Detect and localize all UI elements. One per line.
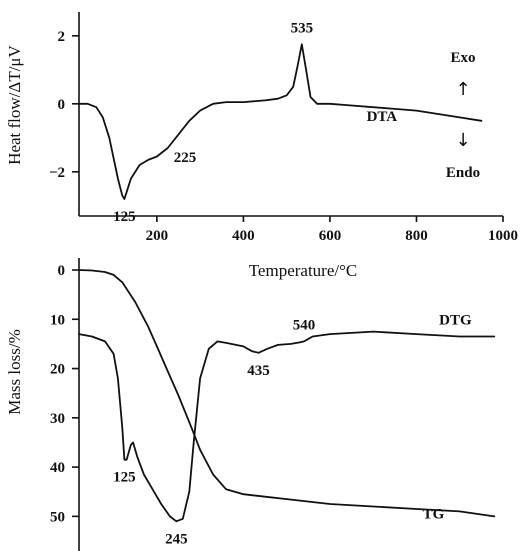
dta-annotation: 535 xyxy=(291,20,314,36)
dta-x-tick-label: 1000 xyxy=(488,228,518,244)
tg-y-tick-label: 30 xyxy=(50,411,65,427)
dta-y-axis-title: Heat flow/ΔT/μV xyxy=(5,44,24,164)
endo-label: Endo xyxy=(446,165,480,181)
dta-curve xyxy=(78,43,483,200)
dta-annotation: 125 xyxy=(113,209,136,225)
tg-y-tick-label: 10 xyxy=(50,312,65,328)
dta-annotation: 225 xyxy=(174,150,197,166)
dta-x-tick-label: 600 xyxy=(319,228,342,244)
tg-panel: 0 10 20 30 40 50 435 540 DTG 125 TG 245 Mass loss/… xyxy=(5,258,496,551)
tg-annotation: 540 xyxy=(293,317,316,333)
tg-annotation: 435 xyxy=(247,363,270,379)
dta-annotation: DTA xyxy=(367,109,398,125)
tg-y-tick-label: 50 xyxy=(50,509,65,525)
down-arrow-icon: ↓ xyxy=(455,130,470,151)
dta-y-tick-label: 0 xyxy=(58,97,66,113)
exo-label: Exo xyxy=(450,50,475,66)
tg-curve xyxy=(78,269,496,518)
tg-y-ticks: 0 10 20 30 40 50 xyxy=(50,263,79,525)
up-arrow-icon: ↑ xyxy=(455,79,470,100)
tg-y-tick-label: 20 xyxy=(50,362,65,378)
dta-panel: 200 400 600 800 1000 2 0 −2 535 225 125 DTA Exo ↑… xyxy=(5,12,518,280)
tg-y-axis-title: Mass loss/% xyxy=(5,329,24,414)
tg-y-tick-label: 40 xyxy=(50,460,65,476)
tg-annotation: 245 xyxy=(165,531,188,547)
dta-y-tick-label: −2 xyxy=(49,165,65,181)
dta-x-tick-label: 800 xyxy=(405,228,428,244)
tg-annotations: 435 540 DTG 125 TG 245 xyxy=(113,313,472,548)
dta-x-tick-label: 400 xyxy=(232,228,255,244)
dta-annotations: 535 225 125 DTA xyxy=(113,20,397,225)
dta-x-ticks: 200 400 600 800 1000 xyxy=(146,216,518,244)
tg-annotation: TG xyxy=(423,506,445,522)
dta-x-tick-label: 200 xyxy=(146,228,169,244)
tg-y-tick-label: 0 xyxy=(58,263,66,279)
dta-y-tick-label: 2 xyxy=(58,29,66,45)
dta-y-ticks: 2 0 −2 xyxy=(49,29,79,181)
x-axis-title: Temperature/°C xyxy=(249,261,358,280)
tg-annotation: 125 xyxy=(113,470,136,486)
tg-annotation: DTG xyxy=(439,313,472,329)
dtg-curve xyxy=(78,330,496,523)
